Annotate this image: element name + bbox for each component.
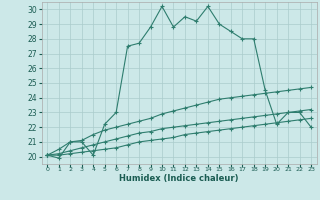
X-axis label: Humidex (Indice chaleur): Humidex (Indice chaleur) [119,174,239,183]
